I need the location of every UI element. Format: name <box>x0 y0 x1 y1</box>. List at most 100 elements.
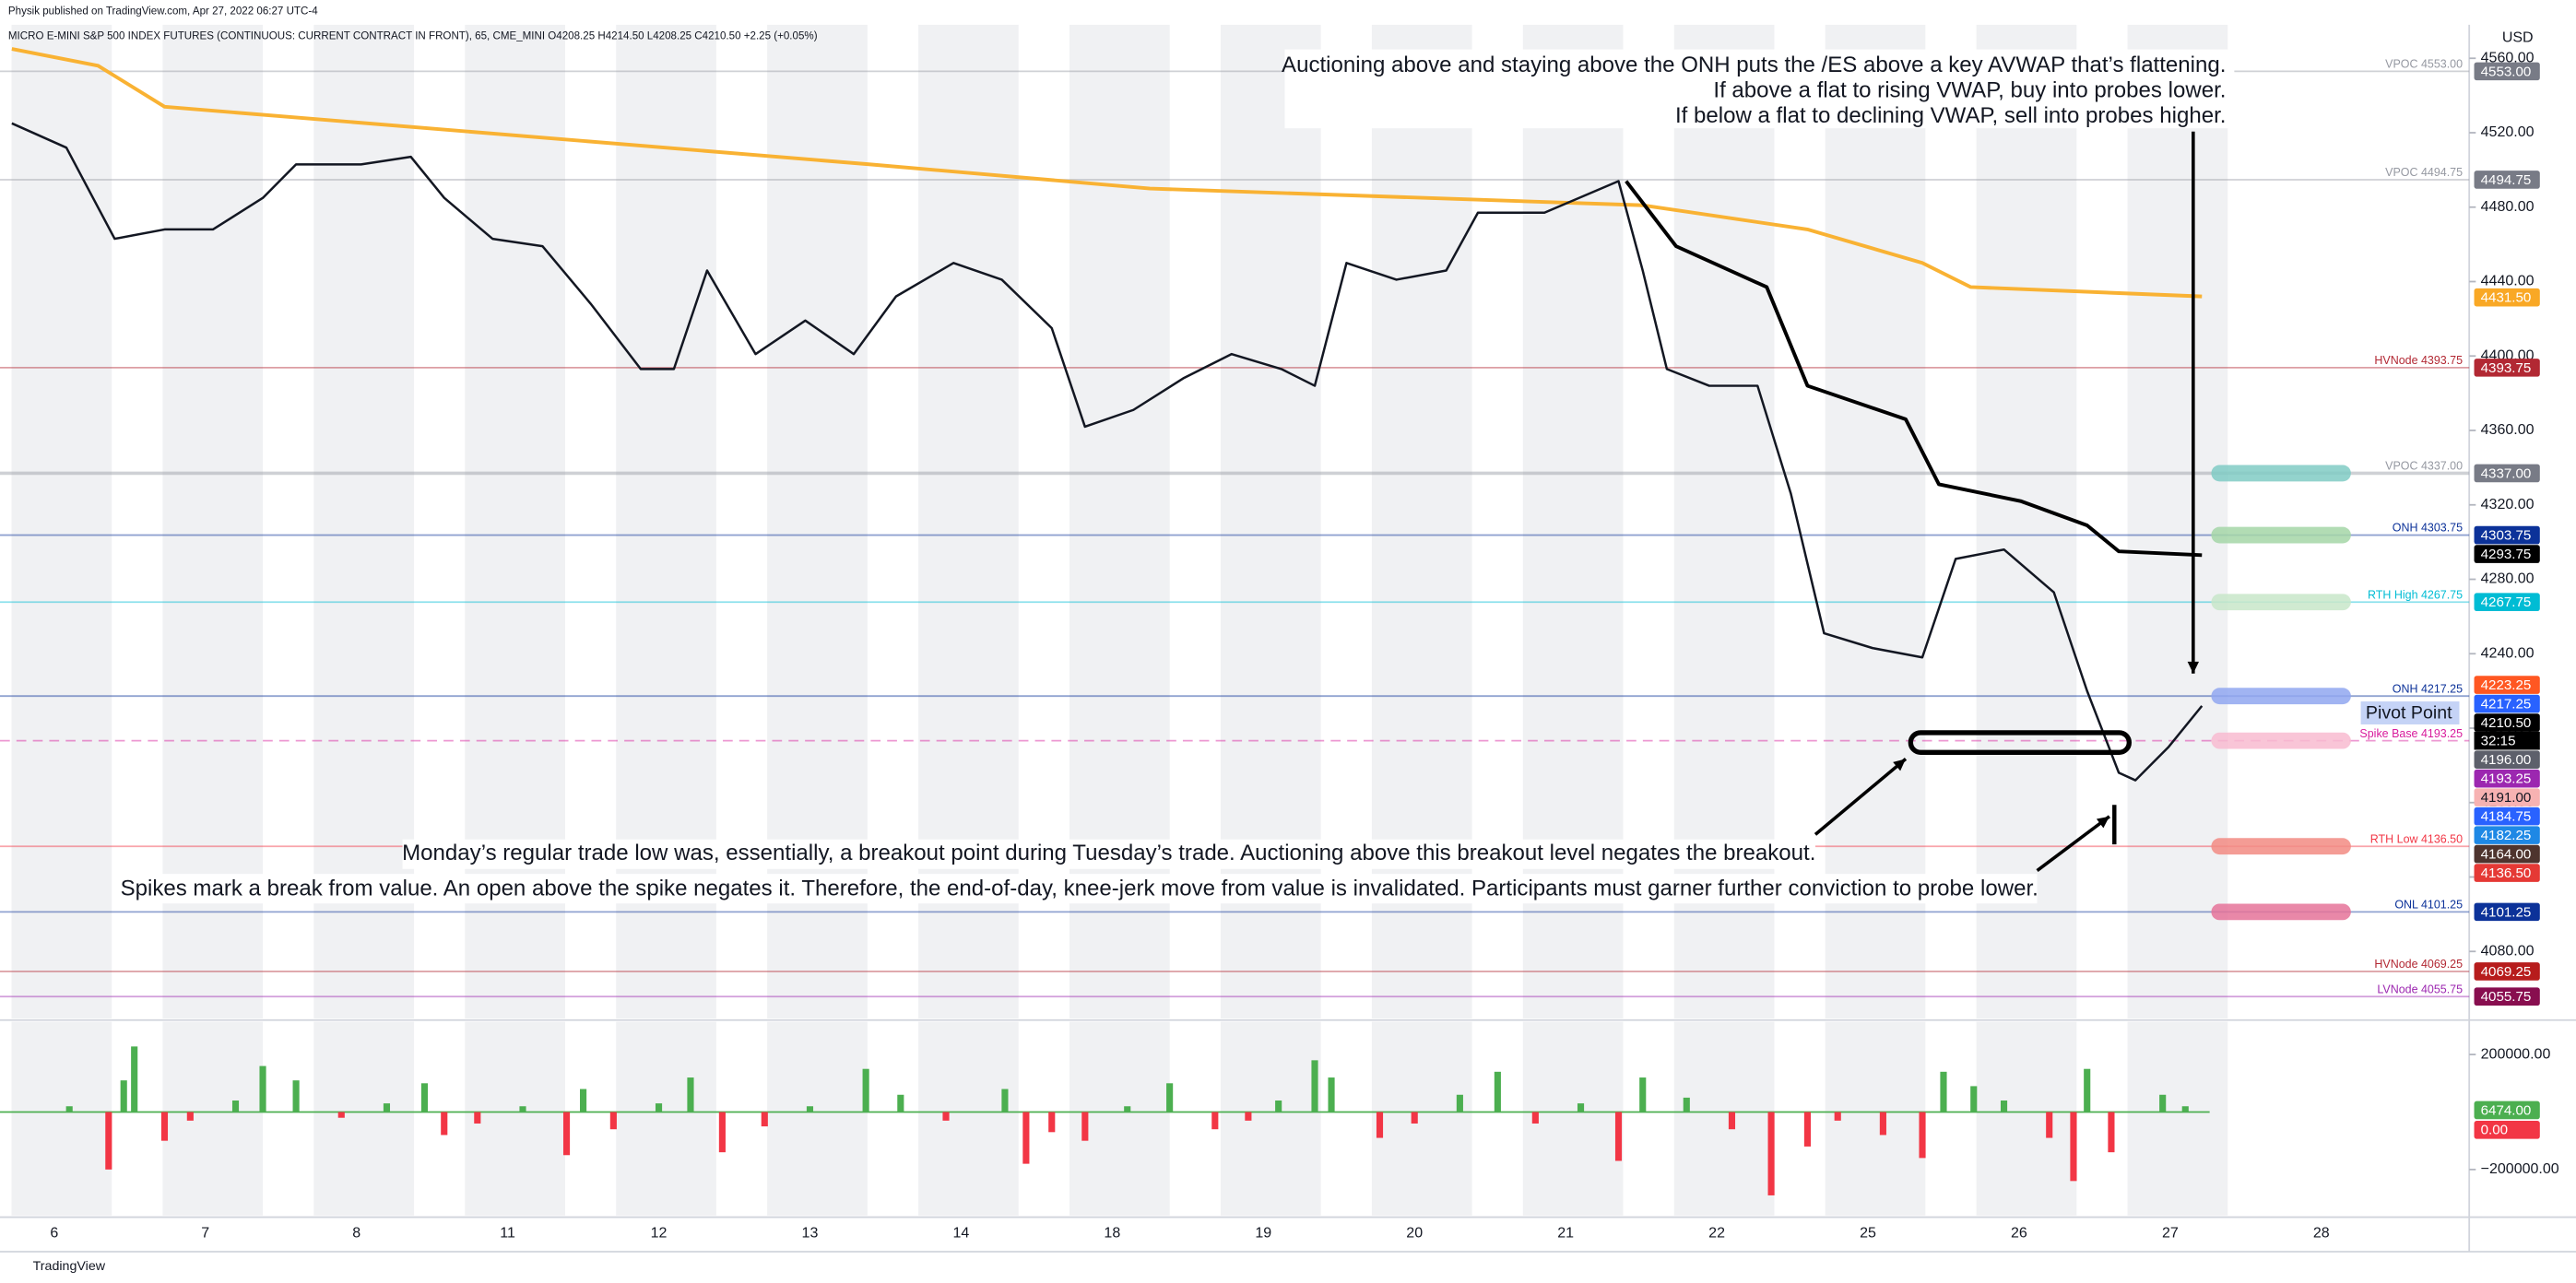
arrow <box>1814 758 1908 836</box>
delta-bar <box>231 1101 240 1112</box>
session-band <box>1825 24 1926 1018</box>
session-band <box>767 24 868 1018</box>
price-tag-label: 4303.75 <box>2481 527 2532 543</box>
x-tick-label: 21 <box>1557 1225 1574 1242</box>
session-band <box>2127 24 2228 1018</box>
y-tick-label: 4080.00 <box>2481 943 2535 959</box>
delta-bar <box>1494 1071 1501 1112</box>
delta-bar <box>420 1083 429 1112</box>
y-tick-label: 4280.00 <box>2481 571 2535 587</box>
price-tag <box>2474 987 2540 1006</box>
level-label: ONL 4101.25 <box>2394 899 2463 912</box>
symbol-info: MICRO E-MINI S&P 500 INDEX FUTURES (CONT… <box>8 30 818 41</box>
price-tag <box>2474 62 2540 81</box>
delta-bar <box>1531 1112 1539 1124</box>
price-tag <box>2474 750 2540 769</box>
delta-bar <box>1577 1103 1585 1112</box>
session-band <box>1220 1021 1321 1216</box>
session-band <box>1069 24 1170 1018</box>
delta-bar <box>1940 1071 1947 1112</box>
price-tag-label: 4553.00 <box>2481 64 2532 79</box>
price-tag <box>2474 864 2540 882</box>
level-label: LVNode 4055.75 <box>2377 983 2463 995</box>
avwap-line <box>1625 180 2203 558</box>
price-tag-label: 4210.50 <box>2481 715 2532 731</box>
price-tag <box>2474 826 2540 844</box>
delta-bar <box>1767 1112 1775 1195</box>
price-tag-label: 4101.25 <box>2481 904 2532 920</box>
price-tag <box>2474 359 2540 377</box>
price-tag <box>2474 464 2540 483</box>
price-tag-label: 4191.00 <box>2481 790 2532 806</box>
price-tag <box>2474 902 2540 922</box>
session-band <box>313 1021 415 1216</box>
delta-bar <box>1614 1112 1623 1161</box>
session-band <box>11 24 112 1018</box>
delta-bar <box>131 1046 138 1112</box>
x-tick-label: 27 <box>2162 1225 2179 1242</box>
delta-bar <box>1683 1097 1690 1112</box>
price-line <box>11 122 2204 782</box>
arrow-head <box>1893 759 1906 771</box>
session-band <box>1673 1021 1775 1216</box>
level-label: HVNode 4393.75 <box>2374 354 2463 367</box>
delta-bar <box>2000 1101 2008 1112</box>
level-zone <box>2211 688 2351 705</box>
session-band <box>616 24 716 1018</box>
price-tag <box>2474 171 2540 189</box>
price-tag <box>2474 769 2540 788</box>
session-band <box>1673 24 1775 1018</box>
delta-bar <box>1245 1112 1252 1121</box>
delta-bar <box>1639 1077 1647 1112</box>
level-label: VPOC 4494.75 <box>2385 166 2463 179</box>
delta-bar <box>474 1112 481 1124</box>
level-label: HVNode 4069.25 <box>2374 958 2463 971</box>
price-tag-label: 4184.75 <box>2481 809 2532 825</box>
session-band <box>1371 24 1472 1018</box>
delta-bar <box>1081 1112 1089 1141</box>
level-label: ONH 4217.25 <box>2393 682 2463 695</box>
level-zone <box>2211 465 2351 482</box>
delta-bar <box>186 1112 194 1121</box>
annotation: If above a flat to rising VWAP, buy into… <box>1713 77 2226 102</box>
x-tick-label: 12 <box>651 1225 668 1242</box>
price-tag-label: 4136.50 <box>2481 865 2532 881</box>
delta-bar <box>562 1112 571 1156</box>
price-tag <box>2474 962 2540 981</box>
countdown: 32:15 <box>2481 734 2516 749</box>
y-tick-label: 4320.00 <box>2481 496 2535 512</box>
delta-bar <box>337 1112 345 1118</box>
arrow <box>2036 815 2111 872</box>
delta-tag-label: 6474.00 <box>2481 1102 2532 1118</box>
delta-bar <box>1001 1089 1009 1112</box>
session-band <box>465 24 565 1018</box>
annotation-bg <box>1284 49 2235 129</box>
delta-bar <box>1411 1112 1418 1124</box>
level-zone <box>2211 732 2351 749</box>
arrow-head <box>2187 661 2200 674</box>
x-tick-label: 7 <box>201 1225 209 1242</box>
delta-bar <box>1456 1094 1463 1112</box>
level-label: ONH 4303.75 <box>2393 522 2463 535</box>
x-tick-label: 13 <box>802 1225 819 1242</box>
delta-bar <box>1879 1112 1886 1136</box>
delta-bar <box>2108 1112 2115 1153</box>
y-tick-label: 4360.00 <box>2481 421 2535 438</box>
annotation: Spikes mark a break from value. An open … <box>121 876 2038 900</box>
delta-tag-label: 0.00 <box>2481 1123 2508 1138</box>
price-tag-label: 4069.25 <box>2481 964 2532 980</box>
level-label: Spike Base 4193.25 <box>2359 727 2463 740</box>
arrow-head <box>2096 816 2109 829</box>
delta-bar <box>687 1077 694 1112</box>
delta-bar <box>1919 1112 1926 1159</box>
level-label: VPOC 4553.00 <box>2385 58 2463 71</box>
price-tag <box>2474 788 2540 806</box>
delta-bar <box>761 1112 768 1127</box>
delta-bar <box>519 1106 526 1112</box>
session-band <box>616 1021 716 1216</box>
level-zone <box>2211 526 2351 544</box>
x-tick-label: 8 <box>352 1225 360 1242</box>
price-tag-label: 4196.00 <box>2481 752 2532 768</box>
level-label: RTH Low 4136.50 <box>2370 832 2463 845</box>
